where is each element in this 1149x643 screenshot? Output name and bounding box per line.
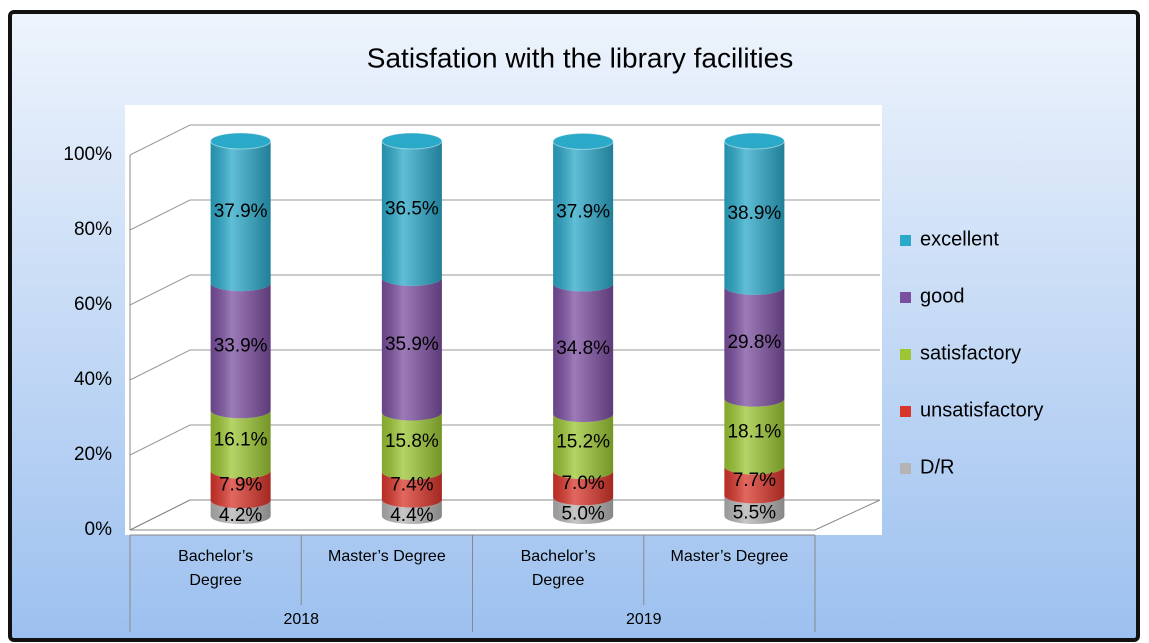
cylinder-shine: [724, 466, 785, 504]
cylinder-shine: [724, 398, 785, 475]
value-label: 7.0%: [561, 473, 604, 494]
grid-line: [129, 424, 880, 456]
legend-label: satisfactory: [920, 342, 1021, 364]
value-label: 29.8%: [727, 332, 781, 353]
value-label: 38.9%: [727, 203, 781, 224]
value-label: 7.9%: [219, 474, 262, 495]
legend-label: unsatisfactory: [920, 399, 1043, 421]
legend-label: excellent: [920, 228, 999, 250]
cylinder-shine: [724, 141, 785, 295]
cylinder-cap: [552, 132, 614, 150]
cylinder-shine: [553, 497, 614, 524]
cylinder-shine: [381, 499, 442, 524]
cylinder-cap: [723, 132, 785, 150]
grid-line: [129, 274, 880, 306]
legend-marker: [900, 292, 911, 303]
cylinder-shine: [553, 414, 614, 479]
x-tick-label: Master’s Degree: [328, 548, 446, 565]
group-label: 2018: [283, 611, 319, 628]
x-tick-label: Master’s Degree: [670, 548, 789, 565]
cylinder-shine: [553, 283, 614, 422]
value-label: 4.2%: [219, 505, 262, 526]
legend-marker: [900, 463, 911, 474]
cylinder-shine: [210, 141, 271, 292]
value-label: 33.9%: [214, 336, 268, 357]
cylinder-shine: [724, 286, 785, 407]
floor: [129, 499, 881, 531]
cylinder-shine: [724, 495, 785, 524]
group-label: 2019: [626, 611, 662, 628]
y-tick-label: 0%: [85, 519, 113, 540]
value-label: 37.9%: [556, 201, 610, 222]
y-tick-label: 80%: [74, 219, 112, 240]
legend-marker: [900, 406, 911, 417]
cylinder-shine: [381, 471, 442, 508]
value-label: 5.5%: [733, 503, 776, 524]
y-tick-label: 40%: [74, 369, 112, 390]
cylinder-shine: [553, 471, 614, 506]
value-label: 7.7%: [733, 470, 776, 491]
cylinder-shine: [553, 141, 614, 292]
y-tick-label: 100%: [63, 144, 112, 165]
value-label: 36.5%: [385, 198, 439, 219]
y-tick-label: 60%: [74, 294, 112, 315]
value-label: 34.8%: [556, 338, 610, 359]
value-label: 35.9%: [385, 334, 439, 355]
cylinder-cap: [210, 132, 272, 150]
value-label: 15.2%: [556, 432, 610, 453]
value-label: 5.0%: [561, 504, 604, 525]
cylinder-shine: [381, 412, 442, 480]
value-label: 4.4%: [390, 505, 433, 526]
cylinder-shine: [210, 283, 271, 419]
cylinder-shine: [210, 410, 271, 479]
value-label: 18.1%: [727, 422, 781, 443]
y-tick-label: 20%: [74, 444, 112, 465]
cylinder-shine: [210, 470, 271, 509]
x-tick-label: Bachelor’s Degree: [520, 548, 596, 589]
legend-marker: [900, 235, 911, 246]
x-tick-label: Bachelor’s Degree: [178, 548, 254, 589]
value-label: 16.1%: [214, 429, 268, 450]
cylinder-shine: [381, 277, 442, 421]
cylinder-shine: [381, 141, 442, 286]
legend-label: D/R: [920, 456, 954, 478]
grid-line: [129, 124, 880, 156]
value-label: 7.4%: [390, 475, 433, 496]
grid-line: [129, 349, 880, 381]
value-label: 37.9%: [214, 201, 268, 222]
cylinder-shine: [210, 500, 271, 524]
legend-marker: [900, 349, 911, 360]
cylinder-cap: [381, 132, 443, 150]
value-label: 15.8%: [385, 431, 439, 452]
chart-title: Satisfation with the library facilities: [367, 42, 793, 73]
grid-line: [129, 199, 880, 231]
legend-label: good: [920, 285, 965, 307]
